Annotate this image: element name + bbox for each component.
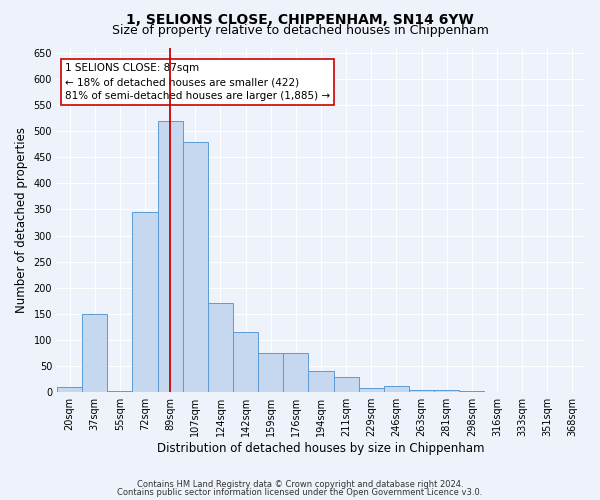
Bar bbox=[107, 391, 133, 392]
Bar bbox=[133, 212, 158, 392]
Bar bbox=[158, 120, 183, 392]
Bar bbox=[384, 386, 409, 392]
Bar bbox=[283, 353, 308, 392]
Y-axis label: Number of detached properties: Number of detached properties bbox=[15, 127, 28, 313]
Text: 1 SELIONS CLOSE: 87sqm
← 18% of detached houses are smaller (422)
81% of semi-de: 1 SELIONS CLOSE: 87sqm ← 18% of detached… bbox=[65, 63, 330, 101]
Bar bbox=[208, 304, 233, 392]
Text: Size of property relative to detached houses in Chippenham: Size of property relative to detached ho… bbox=[112, 24, 488, 37]
Bar bbox=[183, 142, 208, 392]
Text: Contains public sector information licensed under the Open Government Licence v3: Contains public sector information licen… bbox=[118, 488, 482, 497]
Bar bbox=[459, 391, 484, 392]
Bar bbox=[258, 353, 283, 392]
Bar bbox=[334, 376, 359, 392]
Bar bbox=[57, 387, 82, 392]
X-axis label: Distribution of detached houses by size in Chippenham: Distribution of detached houses by size … bbox=[157, 442, 485, 455]
Text: 1, SELIONS CLOSE, CHIPPENHAM, SN14 6YW: 1, SELIONS CLOSE, CHIPPENHAM, SN14 6YW bbox=[126, 12, 474, 26]
Bar bbox=[359, 388, 384, 392]
Bar bbox=[434, 390, 459, 392]
Bar bbox=[409, 390, 434, 392]
Bar bbox=[233, 332, 258, 392]
Bar bbox=[308, 372, 334, 392]
Text: Contains HM Land Registry data © Crown copyright and database right 2024.: Contains HM Land Registry data © Crown c… bbox=[137, 480, 463, 489]
Bar bbox=[82, 314, 107, 392]
